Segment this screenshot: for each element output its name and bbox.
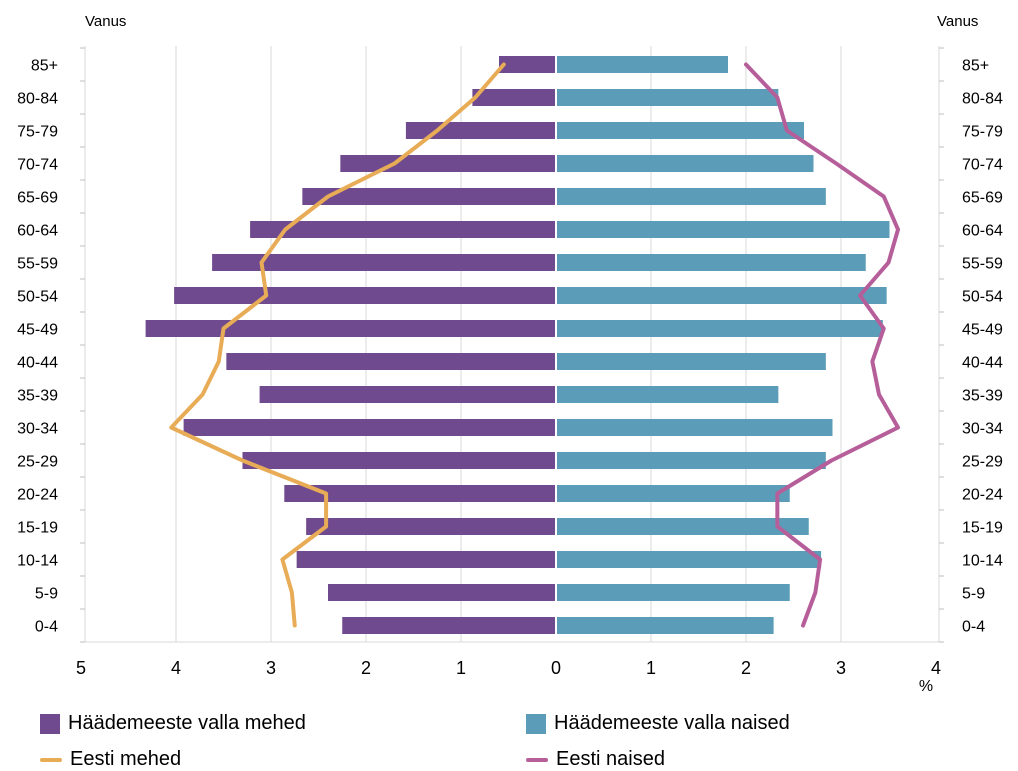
legend-label-naised: Häädemeeste valla naised [554, 712, 790, 734]
left-category-label: 75-79 [17, 124, 58, 141]
bar-mehed [212, 254, 556, 271]
left-category-label: 60-64 [17, 223, 58, 240]
left-category-label: 25-29 [17, 454, 58, 471]
right-category-label: 0-4 [962, 619, 985, 636]
legend-item-eesti-mehed: Eesti mehed [40, 748, 181, 771]
bar-naised [557, 518, 809, 535]
bar-mehed [342, 617, 556, 634]
right-category-label: 40-44 [962, 355, 1003, 372]
x-tick-label: 0 [551, 658, 561, 678]
bar-naised [557, 320, 883, 337]
bar-mehed [328, 584, 556, 601]
bar-mehed [340, 155, 556, 172]
bar-mehed [284, 485, 556, 502]
left-axis-title: Vanus [85, 13, 126, 30]
bar-naised [557, 386, 779, 403]
right-category-label: 20-24 [962, 487, 1003, 504]
left-category-label: 70-74 [17, 157, 58, 174]
x-tick-label: 4 [171, 658, 181, 678]
right-category-label: 60-64 [962, 223, 1003, 240]
right-category-label: 45-49 [962, 322, 1003, 339]
bar-naised [557, 56, 728, 73]
legend-label-eesti-mehed: Eesti mehed [70, 748, 182, 770]
bar-naised [557, 485, 790, 502]
x-tick-label: 3 [836, 658, 846, 678]
bar-mehed [472, 89, 556, 106]
left-category-label: 65-69 [17, 190, 58, 207]
right-category-label: 5-9 [962, 586, 985, 603]
left-category-label: 0-4 [35, 619, 58, 636]
legend-swatch-naised [526, 713, 546, 734]
legend-label-mehed: Häädemeeste valla mehed [68, 712, 306, 734]
bar-mehed [183, 419, 556, 436]
bar-naised [557, 155, 814, 172]
legend-item-mehed: Häädemeeste valla mehed [40, 712, 306, 735]
left-category-label: 55-59 [17, 256, 58, 273]
legend-swatch-eesti-mehed [40, 757, 62, 762]
right-category-label: 80-84 [962, 91, 1003, 108]
x-tick-label: 1 [646, 658, 656, 678]
left-category-label: 40-44 [17, 355, 58, 372]
left-category-label: 5-9 [35, 586, 58, 603]
bar-naised [557, 254, 866, 271]
bar-mehed [145, 320, 556, 337]
bar-naised [557, 122, 804, 139]
bar-naised [557, 188, 826, 205]
bar-mehed [499, 56, 556, 73]
left-category-label: 35-39 [17, 388, 58, 405]
population-pyramid-chart: 85+ 85+ 80-84 80-84 75-79 75-79 70-74 70-74 65-6… [17, 13, 1003, 695]
x-tick-label: 1 [456, 658, 466, 678]
bar-naised [557, 584, 790, 601]
right-category-label: 65-69 [962, 190, 1003, 207]
x-tick-label: 4 [931, 658, 941, 678]
bar-mehed [306, 518, 556, 535]
legend-label-eesti-naised: Eesti naised [556, 748, 665, 770]
bar-naised [557, 452, 826, 469]
right-category-label: 50-54 [962, 289, 1003, 306]
right-category-label: 70-74 [962, 157, 1003, 174]
right-category-label: 35-39 [962, 388, 1003, 405]
left-category-label: 50-54 [17, 289, 58, 306]
x-tick-label: 2 [741, 658, 751, 678]
bar-mehed [226, 353, 556, 370]
right-category-label: 10-14 [962, 553, 1003, 570]
bar-naised [557, 221, 890, 238]
bar-mehed [242, 452, 556, 469]
left-category-label: 20-24 [17, 487, 58, 504]
legend-item-naised: Häädemeeste valla naised [526, 712, 790, 735]
right-category-label: 85+ [962, 58, 989, 75]
left-category-label: 10-14 [17, 553, 58, 570]
x-tick-label: 3 [266, 658, 276, 678]
left-category-label: 80-84 [17, 91, 58, 108]
bar-mehed [296, 551, 556, 568]
bar-naised [557, 353, 826, 370]
bar-mehed [259, 386, 556, 403]
legend-item-eesti-naised: Eesti naised [526, 748, 665, 771]
right-category-label: 55-59 [962, 256, 1003, 273]
unit-label: % [919, 678, 933, 695]
bar-naised [557, 287, 887, 304]
left-category-label: 45-49 [17, 322, 58, 339]
line-eesti-naised [744, 62, 900, 628]
bar-mehed [174, 287, 556, 304]
right-axis-title: Vanus [937, 13, 978, 30]
left-category-label: 15-19 [17, 520, 58, 537]
right-category-label: 30-34 [962, 421, 1003, 438]
bar-mehed [250, 221, 556, 238]
left-category-label: 85+ [31, 58, 58, 75]
bar-naised [557, 617, 774, 634]
bar-naised [557, 89, 779, 106]
left-category-label: 30-34 [17, 421, 58, 438]
bar-mehed [302, 188, 556, 205]
x-tick-label: 2 [361, 658, 371, 678]
right-category-label: 25-29 [962, 454, 1003, 471]
legend-swatch-mehed [40, 713, 60, 734]
bar-naised [557, 551, 822, 568]
right-category-label: 75-79 [962, 124, 1003, 141]
right-category-label: 15-19 [962, 520, 1003, 537]
legend-swatch-eesti-naised [526, 757, 548, 762]
line-eesti-mehed [169, 62, 506, 628]
x-tick-label: 5 [76, 658, 86, 678]
bar-naised [557, 419, 833, 436]
